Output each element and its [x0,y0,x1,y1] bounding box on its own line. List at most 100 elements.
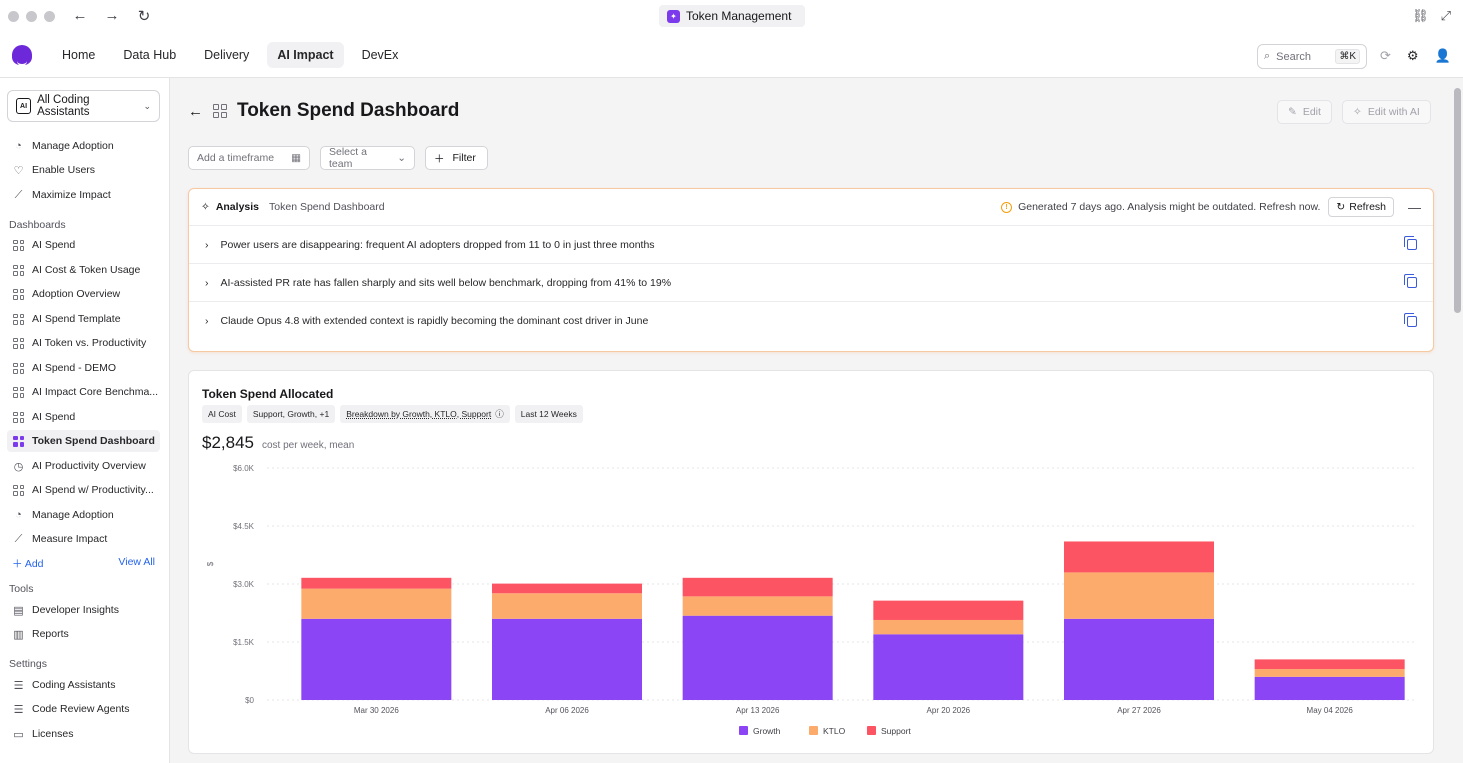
sidebar-dashboard-ai-spend-productivity[interactable]: AI Spend w/ Productivity... [7,479,160,501]
sidebar-dashboard-token-spend[interactable]: Token Spend Dashboard [7,430,160,452]
chip-timeframe[interactable]: Last 12 Weeks [514,405,583,423]
chip-metric[interactable]: AI Cost [202,405,242,423]
sidebar-item-coding-assistants[interactable]: ☰ Coding Assistants [7,674,160,696]
window-tab[interactable]: ✦ Token Management [659,5,805,27]
nav-delivery[interactable]: Delivery [204,47,250,62]
copy-icon[interactable] [1404,274,1417,288]
edit-with-ai-button[interactable]: ✧ Edit with AI [1342,100,1431,124]
back-arrow-icon[interactable]: ← [72,7,88,24]
sidebar-dashboard-ai-productivity-overview[interactable]: ◷ AI Productivity Overview [7,455,160,477]
copy-icon[interactable] [1404,236,1417,250]
search-shortcut: ⌘K [1335,49,1360,64]
sidebar-dashboard-ai-impact-core-benchmark[interactable]: AI Impact Core Benchma... [7,381,160,403]
chevron-right-icon[interactable]: › [205,276,209,289]
sidebar-item-code-review-agents[interactable]: ☰ Code Review Agents [7,698,160,720]
link-icon[interactable]: ⛓ [1412,8,1429,23]
sparkle-icon: ✧ [1353,106,1362,118]
sidebar-item-label: Enable Users [32,164,96,176]
view-all-link[interactable]: View All [118,556,155,568]
bar-support [1254,659,1405,670]
sidebar-item-label: AI Spend w/ Productivity... [32,484,154,496]
minimize-window-button[interactable] [26,10,37,22]
search-input[interactable]: ⌕ Search ⌘K [1257,44,1367,69]
chip-breakdown[interactable]: Breakdown by Growth, KTLO, Support ⓘ [340,405,510,423]
dashboard-icon [12,484,25,497]
pie-icon: ◔ [15,140,22,152]
forward-arrow-icon[interactable]: → [104,7,120,24]
ai-chip-icon: AI [16,98,32,114]
sidebar-item-enable-users[interactable]: ♡ Enable Users [7,159,160,181]
bar-support [301,577,452,589]
filter-button-label: Filter [452,152,476,164]
brand-logo-icon[interactable] [12,44,32,66]
bar-support [1064,541,1214,573]
insight-row[interactable]: › Power users are disappearing: frequent… [189,226,1433,264]
bar-growth [873,634,1024,700]
sidebar-item-licenses[interactable]: ▭ Licenses [7,723,160,745]
pie-icon: ◔ [15,509,22,521]
nav-devex[interactable]: DevEx [361,47,399,62]
plus-icon: ＋ [434,152,445,165]
close-window-button[interactable] [8,10,19,22]
help-icon: ⓘ [495,409,504,419]
refresh-button[interactable]: ↻ Refresh [1328,197,1394,217]
sidebar-item-reports[interactable]: ▥ Reports [7,623,160,645]
assistant-selector[interactable]: AI All Coding Assistants ⌄ [7,90,160,122]
gear-icon[interactable]: ⚙ [1406,48,1419,63]
bar-growth [492,618,642,700]
analysis-status[interactable]: Generated 7 days ago. Analysis might be … [1018,201,1321,213]
sidebar-dashboard-manage-adoption[interactable]: ◔ Manage Adoption [7,504,160,526]
user-icon[interactable]: 👤 [1434,48,1451,63]
reload-icon[interactable]: ↻ [137,8,151,25]
add-dashboard-button[interactable]: ＋ Add [12,558,44,570]
bar-ktlo [301,588,452,619]
dashboard-icon [12,362,25,375]
chevron-right-icon[interactable]: › [205,238,209,251]
bar-ktlo [1254,669,1405,677]
copy-icon[interactable] [1404,312,1417,327]
settings-heading: Settings [9,658,47,670]
sidebar-item-manage-adoption[interactable]: ◔ Manage Adoption [7,135,160,157]
nav-home[interactable]: Home [62,47,96,62]
sidebar-dashboard-ai-spend[interactable]: AI Spend [7,234,160,256]
bar-growth [301,618,452,700]
report-icon: ▥ [13,628,24,641]
sidebar-item-label: Reports [32,628,69,640]
nav-ai-impact[interactable]: AI Impact [267,41,344,68]
sync-icon[interactable]: ⟳ [1380,48,1391,63]
sidebar-item-maximize-impact[interactable]: ⟋ Maximize Impact [7,184,160,206]
window-tab-title: Token Management [686,9,792,23]
scrollbar-thumb[interactable] [1454,88,1461,313]
nav-data-hub[interactable]: Data Hub [123,47,177,62]
filter-button[interactable]: ＋ Filter [425,146,488,170]
sidebar-dashboard-ai-spend-demo[interactable]: AI Spend - DEMO [7,357,160,379]
edit-button[interactable]: ✎ Edit [1277,100,1332,124]
sidebar-item-label: Developer Insights [32,604,119,616]
edit-with-ai-label: Edit with AI [1367,106,1420,118]
dashboard-icon [12,239,25,252]
chevron-down-icon: ⌄ [143,100,151,111]
window-controls[interactable] [8,10,55,22]
team-select[interactable]: Select a team ⌄ [320,146,415,170]
maximize-window-button[interactable] [44,10,55,22]
sidebar-dashboard-ai-spend-2[interactable]: AI Spend [7,406,160,428]
sidebar-dashboard-ai-cost-token-usage[interactable]: AI Cost & Token Usage [7,259,160,281]
chip-teams[interactable]: Support, Growth, +1 [246,405,336,423]
chevron-right-icon[interactable]: › [205,315,209,327]
x-tick-label: Apr 13 2026 [736,706,780,715]
sidebar-dashboard-ai-spend-template[interactable]: AI Spend Template [7,308,160,330]
insight-row[interactable]: › AI-assisted PR rate has fallen sharply… [189,264,1433,302]
insight-row[interactable]: › Claude Opus 4.8 with extended context … [189,302,1433,340]
collapse-icon[interactable]: — [1408,199,1421,215]
assistant-selector-label: All Coding Assistants [37,94,90,118]
sidebar-dashboard-adoption-overview[interactable]: Adoption Overview [7,283,160,305]
scrollbar[interactable] [1452,78,1463,763]
x-tick-label: Apr 20 2026 [927,706,971,715]
timeframe-input[interactable]: Add a timeframe ▦ [188,146,310,170]
sidebar-dashboard-ai-token-vs-productivity[interactable]: AI Token vs. Productivity [7,332,160,354]
sidebar-dashboard-measure-impact[interactable]: ⟋ Measure Impact [7,528,160,550]
sidebar-item-developer-insights[interactable]: ▤ Developer Insights [7,599,160,621]
x-tick-label: Mar 30 2026 [354,706,399,715]
expand-icon[interactable]: ⤢ [1440,8,1451,23]
back-arrow-icon[interactable]: ← [188,102,203,120]
